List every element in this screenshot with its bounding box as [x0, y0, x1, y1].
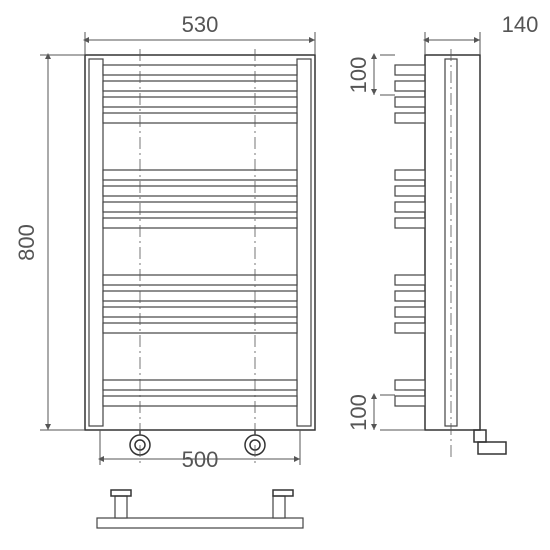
side-stub [395, 186, 425, 196]
side-stub [395, 396, 425, 406]
side-stub [395, 307, 425, 317]
front-bar [103, 291, 297, 301]
front-bar [103, 218, 297, 228]
side-valve-stem [474, 430, 486, 442]
front-bar [103, 380, 297, 390]
side-stub [395, 202, 425, 212]
bottom-upright-right [273, 496, 285, 518]
side-stub [395, 218, 425, 228]
front-bar [103, 275, 297, 285]
side-stub [395, 65, 425, 75]
dim-bottom-offset: 100 [346, 394, 371, 431]
front-bar [103, 97, 297, 107]
dim-overall-width: 530 [182, 12, 219, 37]
side-stub [395, 170, 425, 180]
side-stub [395, 113, 425, 123]
front-view-outline [85, 55, 315, 430]
side-stub [395, 97, 425, 107]
 [111, 490, 131, 496]
side-valve-body [478, 442, 506, 454]
front-left-rail [89, 59, 103, 426]
front-bar [103, 323, 297, 333]
dim-top-offset: 100 [346, 57, 371, 94]
dim-height: 800 [14, 224, 39, 261]
front-bar [103, 81, 297, 91]
bottom-upright-left [115, 496, 127, 518]
dim-depth: 140 [502, 12, 539, 37]
side-stub [395, 380, 425, 390]
front-bar [103, 170, 297, 180]
front-bar [103, 186, 297, 196]
side-stub [395, 291, 425, 301]
front-bar [103, 113, 297, 123]
side-stub [395, 275, 425, 285]
bottom-bar [97, 518, 303, 528]
front-bar [103, 396, 297, 406]
front-bar [103, 65, 297, 75]
front-bar [103, 202, 297, 212]
technical-drawing: 530 140 800 500 100 100 [0, 0, 550, 550]
front-bar [103, 307, 297, 317]
side-stub [395, 323, 425, 333]
dim-inner-width: 500 [182, 447, 219, 472]
 [273, 490, 293, 496]
side-stub [395, 81, 425, 91]
front-right-rail [297, 59, 311, 426]
